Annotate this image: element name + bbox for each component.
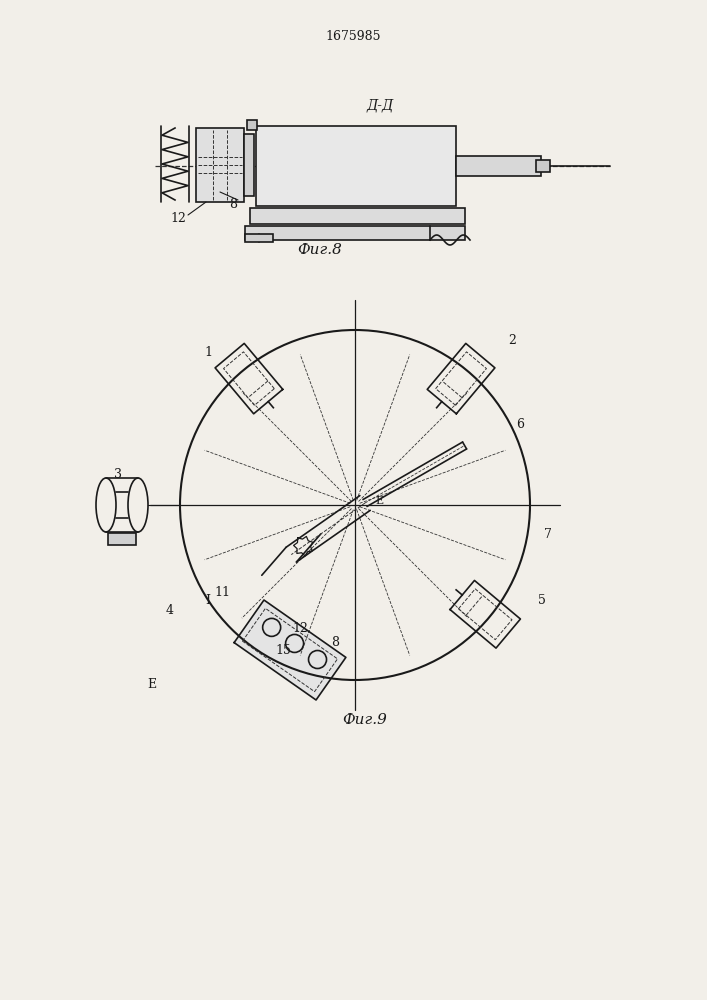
Bar (247, 120, 257, 130)
Text: I: I (206, 593, 211, 606)
Text: 1: 1 (204, 346, 212, 359)
Polygon shape (234, 600, 346, 700)
Bar (456, 156, 541, 176)
Text: Фиг.8: Фиг.8 (298, 243, 342, 257)
Text: 2: 2 (508, 334, 516, 347)
Bar (245, 234, 273, 242)
Text: E: E (375, 496, 383, 506)
Text: Д-Д: Д-Д (366, 98, 394, 112)
Text: 11: 11 (214, 585, 230, 598)
Text: 12: 12 (170, 213, 186, 226)
Bar (244, 134, 254, 196)
Text: 6: 6 (516, 418, 524, 432)
Text: 5: 5 (538, 593, 546, 606)
Text: 8: 8 (331, 636, 339, 648)
Text: Фиг.9: Фиг.9 (343, 713, 387, 727)
Bar (536, 160, 550, 172)
Bar (256, 126, 456, 206)
Text: 15: 15 (275, 644, 291, 656)
Bar (196, 128, 244, 202)
Bar (245, 226, 465, 240)
Text: 3: 3 (114, 468, 122, 482)
Text: 4: 4 (166, 603, 174, 616)
Text: 8: 8 (229, 198, 237, 212)
Text: 7: 7 (544, 528, 552, 542)
Bar (108, 533, 136, 545)
Text: E: E (148, 678, 156, 692)
Text: 12: 12 (292, 621, 308, 635)
Text: 1675985: 1675985 (325, 30, 381, 43)
Bar (250, 208, 465, 224)
